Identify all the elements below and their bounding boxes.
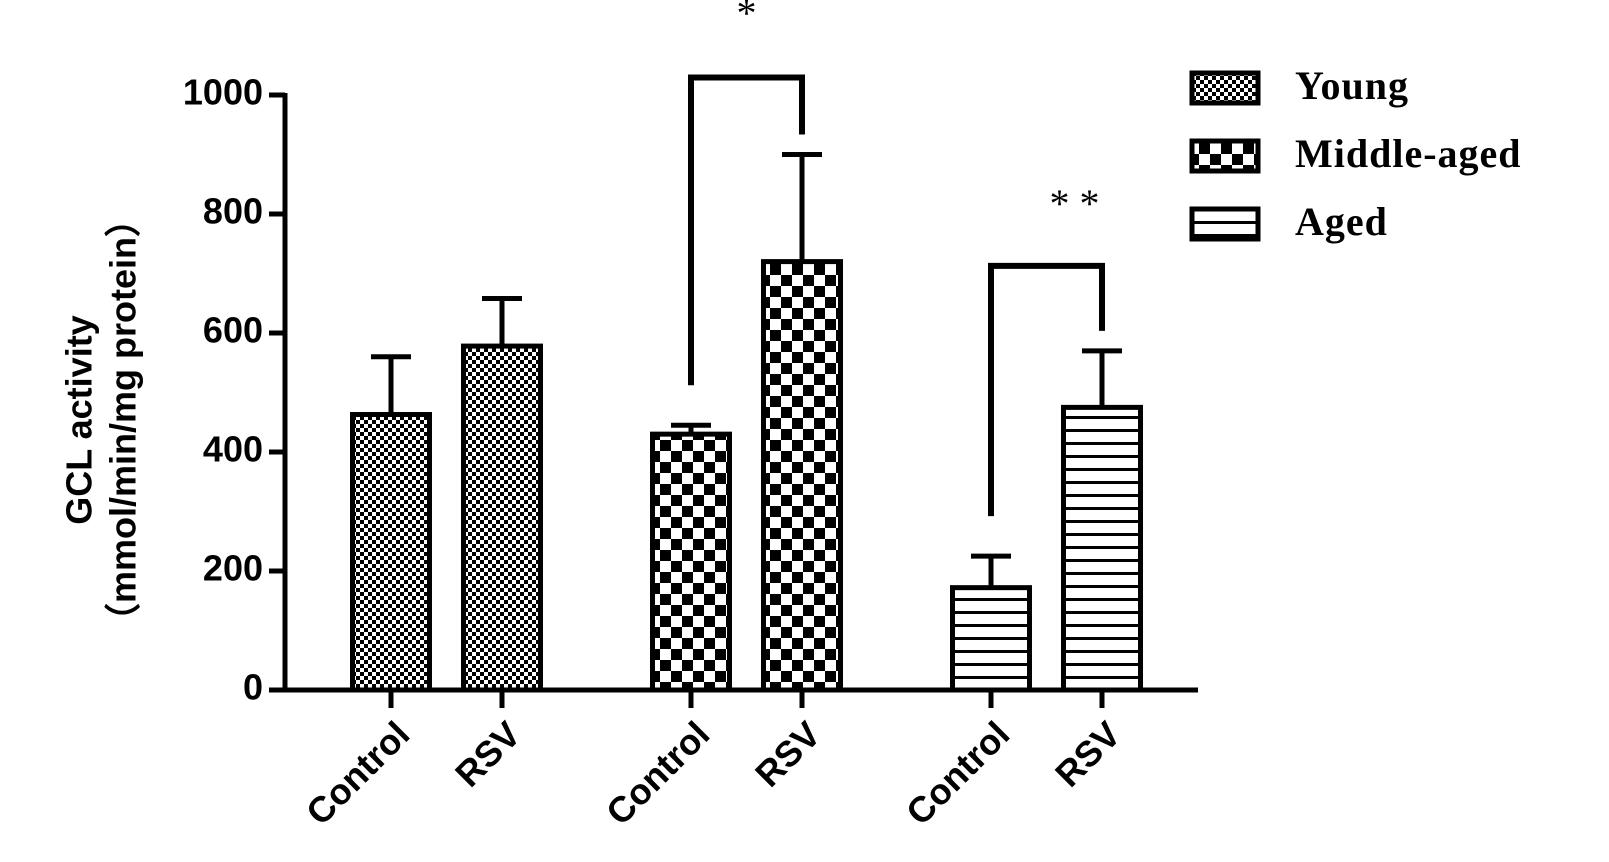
x-tick-label: Control xyxy=(598,713,717,832)
x-tick-group: Control xyxy=(298,713,417,832)
x-tick-group: Control xyxy=(598,713,717,832)
legend-label: Aged xyxy=(1295,199,1388,244)
legend-swatch xyxy=(1189,206,1261,242)
x-tick-group: Control xyxy=(898,713,1017,832)
x-tick-group: RSV xyxy=(447,713,528,794)
bar xyxy=(461,343,543,693)
legend-swatch xyxy=(1189,138,1261,174)
y-label-line: GCL activity xyxy=(59,315,100,524)
x-tick-label: RSV xyxy=(1047,713,1128,794)
x-tick-label: Control xyxy=(298,713,417,832)
x-tick-group: RSV xyxy=(747,713,828,794)
y-axis-label: GCL activity （mmol/min/mg protein） xyxy=(59,201,144,639)
bar xyxy=(650,431,732,693)
bar xyxy=(1061,404,1143,693)
significance-label: * xyxy=(737,0,757,36)
y-label-line: （mmol/min/mg protein） xyxy=(103,201,144,639)
legend-label: Middle-aged xyxy=(1295,131,1522,176)
y-tick-label: 1000 xyxy=(183,72,263,113)
legend-swatch xyxy=(1189,70,1261,106)
legend-label: Young xyxy=(1295,63,1409,108)
x-tick-group: RSV xyxy=(1047,713,1128,794)
y-tick-label: 600 xyxy=(203,310,263,351)
x-tick-label: RSV xyxy=(747,713,828,794)
bar xyxy=(350,412,432,693)
y-tick-label: 0 xyxy=(243,667,263,708)
x-tick-label: RSV xyxy=(447,713,528,794)
significance-bracket xyxy=(988,262,1105,517)
bar xyxy=(761,259,843,693)
x-tick-label: Control xyxy=(898,713,1017,832)
y-tick-label: 200 xyxy=(203,548,263,589)
significance-bracket xyxy=(688,74,805,386)
y-tick-label: 400 xyxy=(203,429,263,470)
y-tick-label: 800 xyxy=(203,191,263,232)
significance-label: * * xyxy=(1050,181,1100,226)
bar xyxy=(950,585,1032,693)
